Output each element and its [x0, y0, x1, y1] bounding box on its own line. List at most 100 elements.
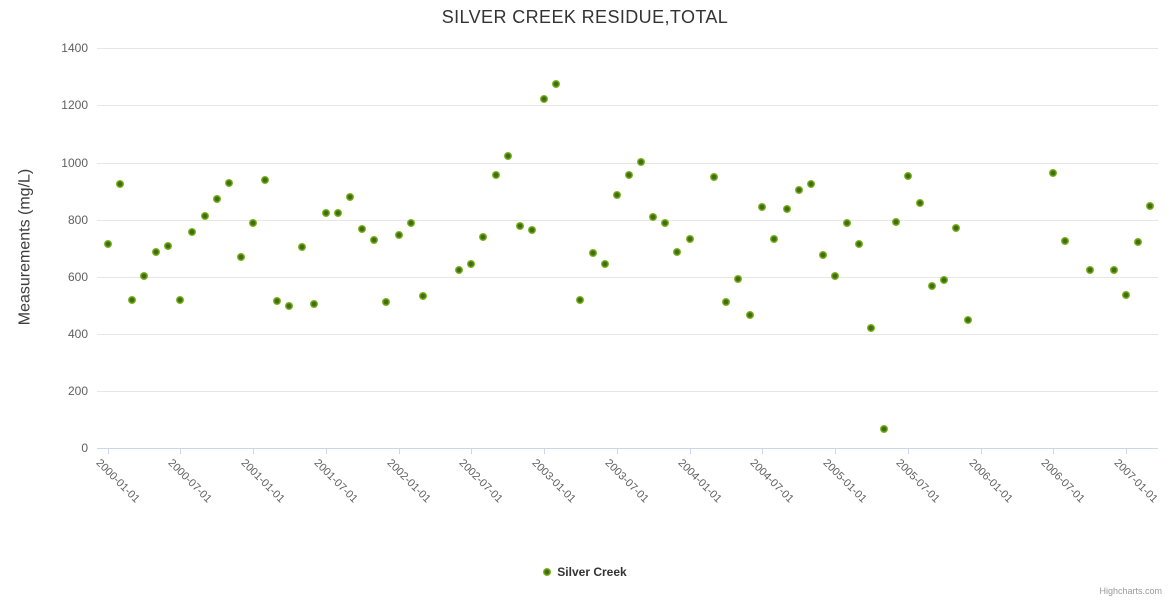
x-axis-tick: [180, 449, 182, 454]
data-point[interactable]: [249, 219, 257, 228]
data-point[interactable]: [224, 178, 233, 187]
data-point[interactable]: [1049, 168, 1058, 177]
data-point[interactable]: [1109, 266, 1118, 275]
data-point[interactable]: [661, 219, 670, 227]
data-point[interactable]: [309, 300, 318, 309]
data-point[interactable]: [746, 311, 755, 320]
data-point[interactable]: [588, 249, 597, 258]
data-point[interactable]: [721, 298, 730, 307]
y-axis-label: 1000: [61, 155, 88, 170]
data-point[interactable]: [273, 297, 282, 306]
x-axis-tick: [907, 449, 909, 454]
data-point[interactable]: [1146, 201, 1155, 210]
data-point[interactable]: [127, 296, 136, 305]
data-point[interactable]: [358, 225, 367, 234]
data-point[interactable]: [612, 190, 621, 199]
data-point[interactable]: [552, 80, 561, 89]
data-point[interactable]: [673, 247, 682, 256]
legend-marker-icon: [543, 568, 552, 576]
data-point[interactable]: [928, 281, 936, 290]
data-point[interactable]: [770, 234, 779, 243]
data-point[interactable]: [346, 193, 354, 201]
data-point[interactable]: [879, 425, 888, 434]
data-point[interactable]: [867, 323, 876, 332]
data-point[interactable]: [843, 219, 852, 227]
highcharts-credits-link[interactable]: Highcharts.com: [1099, 586, 1162, 596]
data-point[interactable]: [261, 175, 270, 184]
y-axis-label: 400: [67, 326, 88, 341]
data-point[interactable]: [637, 157, 645, 166]
data-point[interactable]: [200, 212, 209, 221]
chart-title: SILVER CREEK RESIDUE,TOTAL: [441, 7, 729, 27]
data-point[interactable]: [333, 208, 342, 217]
data-point[interactable]: [891, 217, 900, 226]
data-point[interactable]: [794, 185, 803, 194]
data-point[interactable]: [915, 199, 924, 208]
data-point[interactable]: [285, 301, 294, 310]
data-point[interactable]: [212, 195, 221, 204]
y-axis-label: 800: [67, 212, 88, 227]
data-point[interactable]: [649, 212, 658, 221]
data-point[interactable]: [418, 292, 427, 301]
data-point[interactable]: [940, 276, 949, 285]
data-point[interactable]: [855, 239, 864, 248]
data-point[interactable]: [467, 259, 476, 268]
data-point[interactable]: [382, 297, 391, 306]
data-point[interactable]: [321, 208, 330, 217]
data-point[interactable]: [527, 226, 536, 235]
x-axis-label: 2000-07-01: [165, 457, 215, 506]
data-point[interactable]: [491, 170, 500, 179]
data-point[interactable]: [139, 271, 148, 280]
legend-label: Silver Creek: [557, 565, 627, 579]
data-point[interactable]: [576, 295, 585, 304]
data-point[interactable]: [406, 219, 415, 228]
x-axis-tick: [1053, 449, 1055, 454]
data-point[interactable]: [952, 224, 961, 233]
grid-line: [97, 162, 1158, 164]
data-point[interactable]: [624, 171, 633, 180]
data-point[interactable]: [818, 251, 827, 260]
data-point[interactable]: [394, 231, 403, 240]
data-point[interactable]: [479, 232, 488, 241]
data-point[interactable]: [1134, 238, 1143, 247]
data-point[interactable]: [1122, 291, 1130, 300]
grid-line: [97, 219, 1158, 221]
data-point[interactable]: [115, 179, 124, 188]
data-point[interactable]: [903, 171, 912, 180]
x-axis-tick: [689, 449, 691, 454]
data-point[interactable]: [734, 274, 742, 283]
data-point[interactable]: [455, 266, 464, 275]
data-point[interactable]: [600, 259, 609, 268]
x-axis-label: 2007-01-01: [1111, 457, 1160, 506]
data-point[interactable]: [964, 315, 973, 324]
y-axis-label: 200: [67, 383, 88, 398]
data-point[interactable]: [152, 248, 160, 257]
x-axis-label: 2004-07-01: [747, 457, 797, 506]
data-point[interactable]: [709, 172, 718, 181]
data-point[interactable]: [236, 252, 245, 261]
data-point[interactable]: [176, 296, 185, 305]
data-point[interactable]: [1085, 265, 1094, 274]
data-point[interactable]: [503, 151, 512, 160]
data-point[interactable]: [515, 222, 524, 231]
data-point[interactable]: [188, 228, 197, 237]
data-point[interactable]: [782, 204, 791, 213]
data-point[interactable]: [540, 94, 548, 103]
x-axis-tick: [107, 449, 109, 454]
data-point[interactable]: [297, 243, 306, 252]
data-point[interactable]: [164, 242, 173, 251]
data-point[interactable]: [1061, 237, 1070, 246]
grid-line: [97, 276, 1158, 278]
x-axis-tick: [835, 449, 836, 454]
data-point[interactable]: [370, 236, 379, 245]
data-point[interactable]: [806, 179, 815, 188]
y-axis-label: 0: [81, 441, 88, 455]
legend-item-silver-creek[interactable]: Silver Creek: [0, 562, 1170, 582]
data-point[interactable]: [103, 239, 112, 248]
data-point[interactable]: [685, 234, 694, 243]
grid-line: [97, 48, 1158, 50]
data-point[interactable]: [831, 271, 839, 280]
grid-line: [97, 105, 1158, 107]
data-point[interactable]: [758, 202, 767, 211]
